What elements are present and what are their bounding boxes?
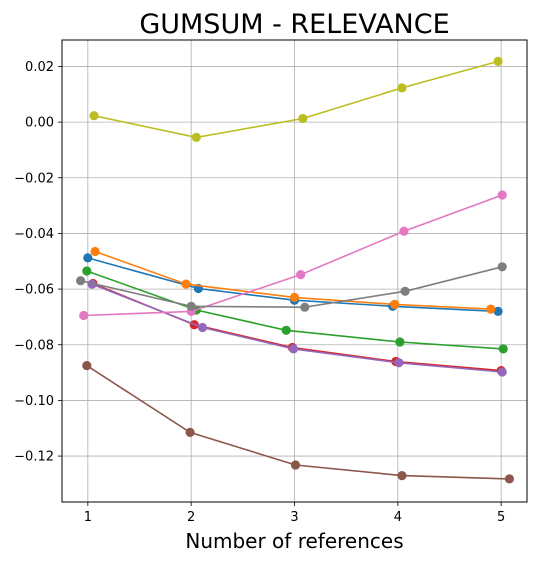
y-tick-label-8: −0.12 [14, 450, 54, 465]
series-1-point-5 [493, 306, 503, 316]
x-axis-label: Number of references [185, 529, 403, 553]
series-5-point-3 [288, 344, 299, 354]
series-layer [76, 56, 514, 484]
series-8-point-3 [300, 302, 310, 312]
series-3-point-4 [395, 337, 405, 347]
y-tick-label-1: 0.02 [25, 60, 54, 75]
x-tick-label-1: 1 [84, 510, 92, 525]
series-6-point-5 [504, 474, 514, 484]
series-5-point-5 [497, 367, 507, 377]
y-tick-label-7: −0.10 [14, 394, 54, 409]
series-9-point-2 [191, 132, 201, 142]
x-tick-label-2: 2 [187, 510, 195, 525]
series-2 [90, 246, 496, 314]
series-2-point-5 [486, 304, 496, 314]
series-2-point-2 [181, 279, 191, 289]
series-5-point-4 [394, 358, 404, 368]
series-7-point-1 [79, 310, 89, 321]
y-tick-label-2: 0.00 [25, 116, 54, 131]
series-8-point-4 [400, 286, 410, 296]
x-tick-label-4: 4 [394, 510, 402, 525]
series-8-point-1 [76, 276, 86, 286]
series-8-point-5 [497, 262, 507, 272]
y-tick-label-3: −0.02 [14, 171, 54, 186]
series-1-point-1 [83, 253, 93, 263]
series-6-point-2 [185, 427, 195, 437]
x-tick-label-5: 5 [497, 510, 505, 525]
series-2-point-4 [390, 299, 400, 309]
series-2-point-1 [90, 246, 100, 257]
series-3-point-3 [281, 325, 291, 335]
series-7 [79, 190, 507, 321]
series-7-point-4 [399, 226, 409, 236]
series-9-point-1 [89, 111, 99, 121]
series-8-point-2 [186, 301, 196, 311]
series-9-point-4 [397, 83, 407, 93]
series-5-point-2 [197, 322, 208, 333]
x-tick-label-3: 3 [290, 510, 298, 525]
ticks: 1 2 3 4 5 0.02 0.00 −0.02 −0.04 −0.06 −0.08 −0.10 −0… [14, 60, 505, 525]
y-tick-label-6: −0.08 [14, 338, 54, 353]
series-9-point-3 [298, 113, 308, 124]
series-6-point-1 [82, 361, 92, 371]
series-3-point-1 [82, 266, 92, 276]
series-7-point-5 [497, 190, 507, 200]
series-9 [89, 56, 503, 142]
series-6 [82, 361, 514, 484]
series-2-point-3 [289, 292, 300, 302]
series-6-point-3 [290, 460, 301, 470]
y-tick-label-4: −0.04 [14, 227, 54, 242]
series-6-point-4 [397, 471, 407, 481]
series-8 [76, 262, 507, 312]
series-3-point-5 [498, 344, 508, 354]
series-7-point-3 [296, 270, 306, 280]
series-9-point-5 [493, 56, 503, 66]
chart-title: GUMSUM - RELEVANCE [139, 9, 449, 40]
y-tick-label-5: −0.06 [14, 283, 54, 298]
